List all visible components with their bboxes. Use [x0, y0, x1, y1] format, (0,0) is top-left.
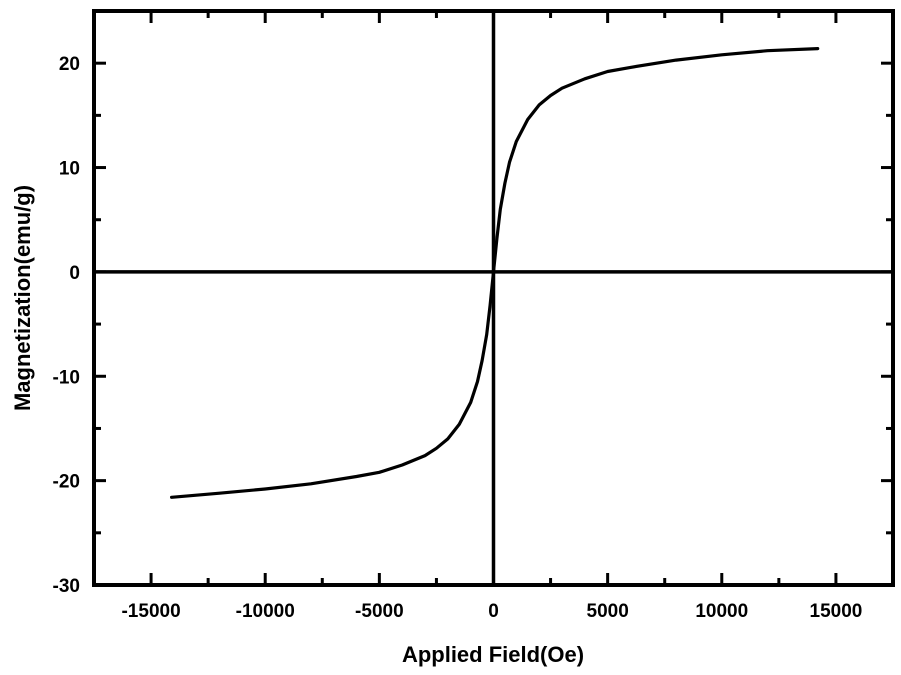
- y-tick-labels: -30 -20 -10 0 10 20: [53, 54, 80, 597]
- y-tick-label: -20: [53, 472, 80, 493]
- x-tick-label: 5000: [587, 601, 629, 622]
- x-tick-labels: -15000 -10000 -5000 0 5000 10000 15000: [121, 601, 862, 622]
- x-tick-label: -10000: [236, 601, 295, 622]
- y-tick-label: -10: [53, 367, 80, 388]
- data-series-curve: [170, 47, 820, 499]
- y-tick-label: -30: [53, 576, 80, 597]
- x-tick-label: 0: [488, 601, 499, 622]
- x-axis-title: Applied Field(Oe): [402, 642, 584, 667]
- y-axis-title: Magnetization(emu/g): [10, 185, 35, 411]
- x-tick-label: 15000: [810, 601, 863, 622]
- y-tick-label: 0: [69, 263, 80, 284]
- x-tick-label: -5000: [355, 601, 404, 622]
- axis-ticks: [94, 9, 893, 587]
- y-tick-label: 10: [59, 159, 80, 180]
- x-tick-label: -15000: [121, 601, 180, 622]
- x-tick-label: 10000: [695, 601, 748, 622]
- y-tick-label: 20: [59, 54, 80, 75]
